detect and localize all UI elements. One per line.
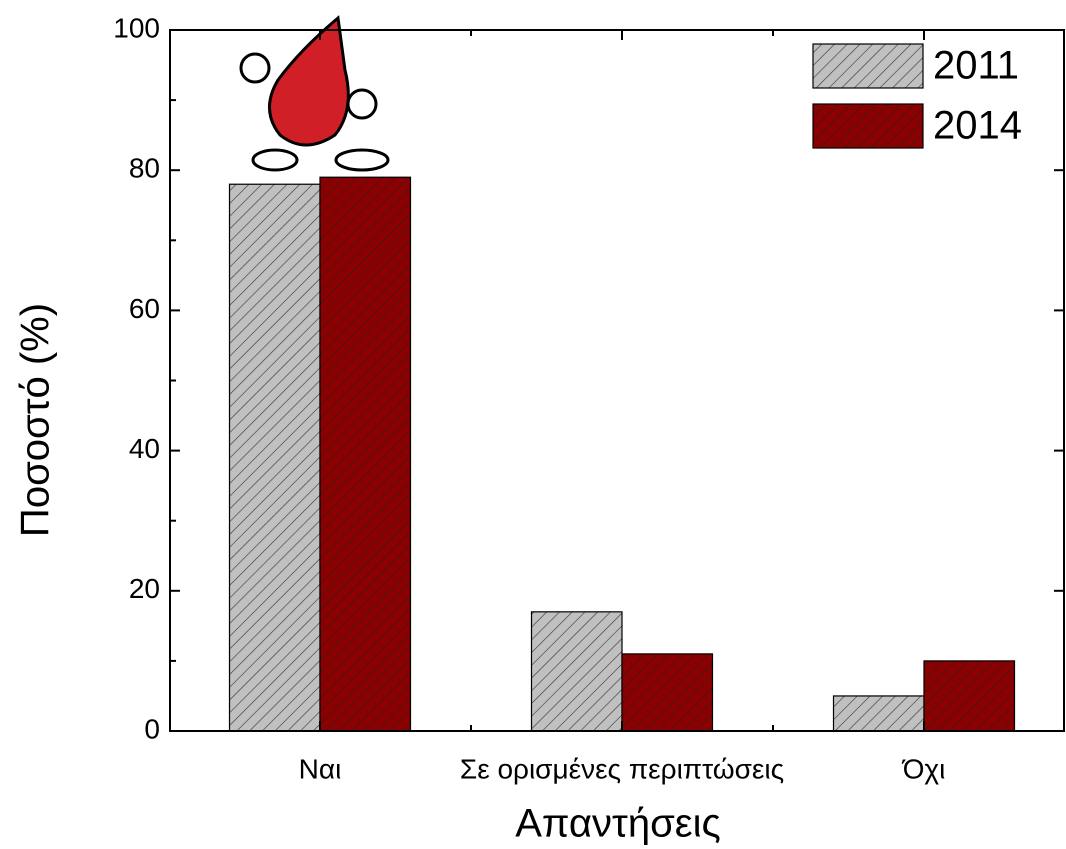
bar <box>832 695 925 732</box>
y-tick-label: 20 <box>129 573 160 604</box>
bar <box>319 176 412 732</box>
y-tick-label: 0 <box>144 713 160 744</box>
bar <box>228 183 321 732</box>
x-tick-label: Ναι <box>299 753 342 784</box>
bar <box>923 660 1016 732</box>
x-tick-label: Όχι <box>902 753 946 784</box>
legend-label: 2011 <box>933 44 1019 88</box>
y-axis-label: Ποσοστό (%) <box>14 303 58 537</box>
x-tick-label: Σε ορισμένες περιπτώσεις <box>460 753 784 784</box>
legend-label: 2014 <box>933 104 1022 148</box>
y-tick-label: 100 <box>113 12 160 43</box>
legend-swatch <box>812 43 924 89</box>
x-axis-label: Απαντήσεις <box>515 802 721 846</box>
y-tick-label: 40 <box>129 433 160 464</box>
bar <box>621 653 714 732</box>
mascot <box>239 15 390 172</box>
bar <box>530 611 623 732</box>
y-tick-label: 60 <box>129 293 160 324</box>
y-tick-label: 80 <box>129 153 160 184</box>
legend-swatch <box>812 103 924 149</box>
